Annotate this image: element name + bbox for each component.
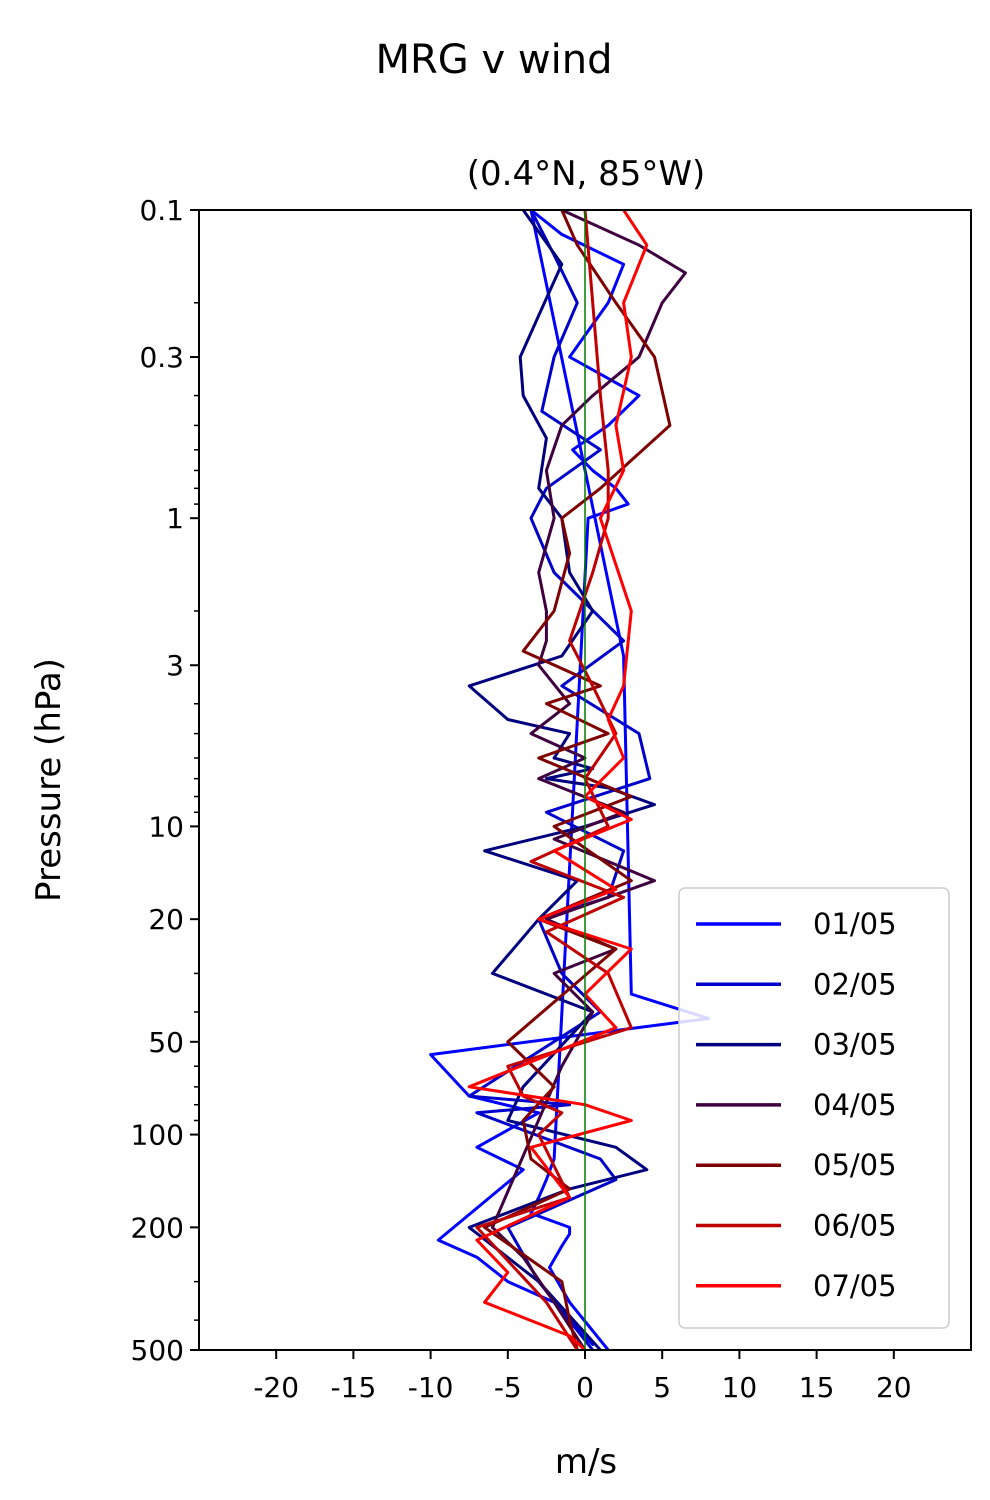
y-tick-label: 1 [166, 502, 184, 535]
x-axis-ticks: -20 -15 -10 -5 0 5 10 15 20 [253, 1350, 912, 1404]
legend-label: 07/05 [813, 1269, 897, 1303]
y-axis-ticks: 0.1 0.3 1 3 10 20 50 100 200 500 [131, 194, 199, 1367]
x-tick-label: -10 [408, 1371, 454, 1404]
figure-title: MRG v wind [376, 37, 613, 83]
y-tick-label: 20 [148, 903, 184, 936]
y-axis-minor-ticks [194, 302, 199, 1321]
series-layer [429, 210, 710, 1350]
y-tick-label: 50 [148, 1026, 184, 1059]
series-line-3 [467, 210, 656, 1350]
y-tick-label: 3 [166, 649, 184, 682]
x-tick-label: 10 [722, 1371, 758, 1404]
x-tick-label: -20 [253, 1371, 299, 1404]
legend-label: 02/05 [813, 967, 897, 1001]
y-axis-label: Pressure (hPa) [29, 658, 69, 902]
x-tick-label: -15 [331, 1371, 377, 1404]
x-tick-label: -5 [494, 1371, 522, 1404]
x-tick-label: 20 [876, 1371, 912, 1404]
series-line-7 [467, 210, 649, 1350]
x-axis-label: m/s [555, 1442, 617, 1482]
legend-label: 06/05 [813, 1209, 897, 1243]
x-tick-label: 5 [653, 1371, 671, 1404]
y-tick-label: 0.3 [139, 341, 184, 374]
legend-frame [678, 887, 950, 1329]
x-tick-label: 0 [576, 1371, 594, 1404]
y-tick-label: 500 [131, 1334, 184, 1367]
axes-subtitle: (0.4°N, 85°W) [467, 154, 706, 194]
legend-label: 01/05 [813, 907, 897, 941]
y-tick-label: 100 [131, 1119, 184, 1152]
x-tick-label: 15 [799, 1371, 835, 1404]
y-tick-label: 0.1 [139, 194, 184, 227]
legend-label: 04/05 [813, 1088, 897, 1122]
y-tick-label: 10 [148, 810, 184, 843]
legend: 01/05 02/05 03/05 04/05 05/05 06/05 07/05 [678, 887, 950, 1329]
legend-label: 03/05 [813, 1028, 897, 1062]
series-line-4 [490, 210, 687, 1350]
legend-label: 05/05 [813, 1148, 897, 1182]
y-tick-label: 200 [131, 1211, 184, 1244]
